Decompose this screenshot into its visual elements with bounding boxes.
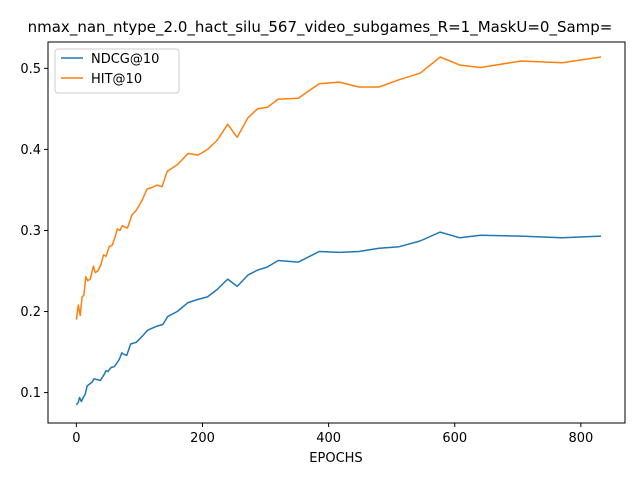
x-tick-label: 800 <box>568 431 593 446</box>
x-axis-label: EPOCHS <box>309 451 362 466</box>
x-tick-label: 400 <box>316 431 341 446</box>
y-tick-label: 0.4 <box>20 143 41 158</box>
y-tick-label: 0.1 <box>20 386 41 401</box>
legend-label: NDCG@10 <box>91 52 159 67</box>
x-tick-label: 200 <box>190 431 215 446</box>
chart-title: nmax_nan_ntype_2.0_hact_silu_567_video_s… <box>28 18 613 37</box>
x-tick-label: 0 <box>72 431 80 446</box>
legend-label: HIT@10 <box>91 72 142 87</box>
y-tick-label: 0.2 <box>20 305 41 320</box>
y-axis-ticks: 0.1 0.2 0.3 0.4 0.5 <box>20 62 48 401</box>
legend: NDCG@10 HIT@10 <box>54 48 180 94</box>
legend-box <box>54 48 180 94</box>
plot-area <box>75 56 602 406</box>
y-tick-label: 0.3 <box>20 224 41 239</box>
x-tick-label: 600 <box>442 431 467 446</box>
series-line-hit-10 <box>75 56 602 320</box>
y-tick-label: 0.5 <box>20 62 41 77</box>
x-axis-ticks: 0 200 400 600 800 <box>72 423 593 446</box>
axes-frame <box>47 41 626 424</box>
series-line-ndcg-10 <box>75 231 602 406</box>
